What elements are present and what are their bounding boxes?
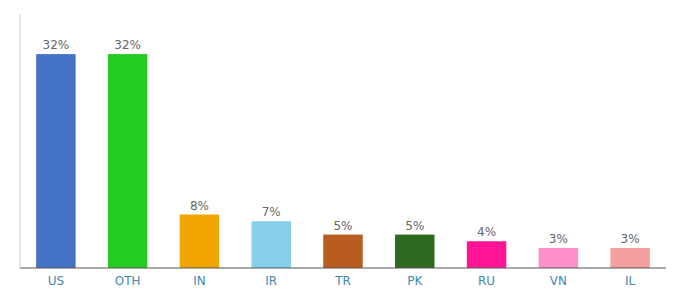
data-label: 3% (549, 232, 568, 246)
data-label: 5% (405, 219, 424, 233)
x-tick-label: OTH (115, 274, 141, 288)
data-label: 5% (333, 219, 352, 233)
bar (323, 235, 362, 268)
x-tick-label: PK (407, 274, 423, 288)
x-tick-label: IN (193, 274, 206, 288)
bar (539, 248, 578, 268)
x-tick-label: VN (550, 274, 567, 288)
x-tick-label: IL (625, 274, 636, 288)
x-tick-label: RU (478, 274, 495, 288)
data-label: 3% (621, 232, 640, 246)
bar (395, 235, 434, 268)
data-label: 4% (477, 225, 496, 239)
chart-container: US OTH IN IR TR PK RU VN IL 32% 32% 8% 7% 5% 5% 4% 3% 3% (0, 0, 680, 300)
x-tick-label: TR (334, 274, 351, 288)
bar (467, 241, 506, 268)
data-label: 32% (114, 38, 141, 52)
chart-svg: US OTH IN IR TR PK RU VN IL 32% 32% 8% 7% 5% 5% 4% 3% 3% (0, 0, 680, 300)
x-tick-label: US (48, 274, 64, 288)
x-axis-line (20, 268, 666, 269)
bars (36, 54, 650, 268)
y-axis-line (20, 14, 21, 268)
bar (610, 248, 649, 268)
x-tick-label: IR (265, 274, 277, 288)
data-label: 8% (190, 199, 209, 213)
data-label: 32% (43, 38, 70, 52)
bar (108, 54, 147, 268)
bar (36, 54, 75, 268)
data-label: 7% (262, 205, 281, 219)
bar (180, 215, 219, 268)
bar (251, 221, 290, 268)
